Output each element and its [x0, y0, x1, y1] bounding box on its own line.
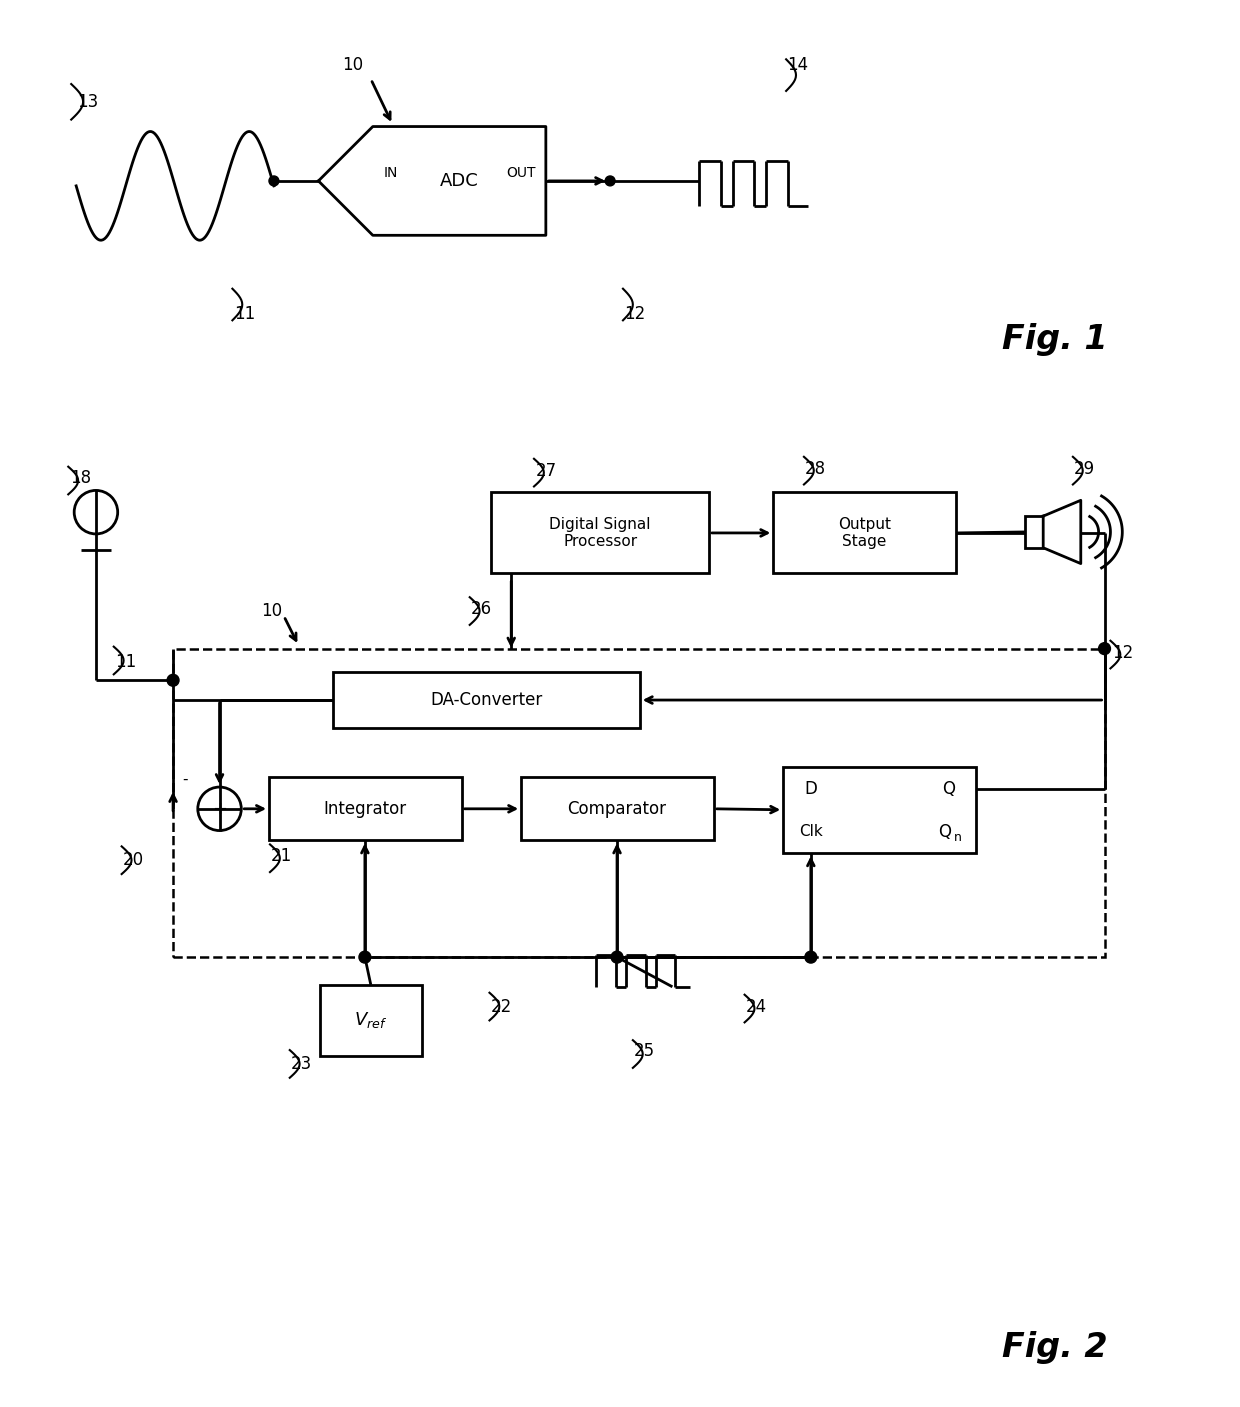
- Text: 12: 12: [1112, 643, 1133, 661]
- Text: 23: 23: [291, 1055, 312, 1074]
- Text: 11: 11: [115, 653, 136, 671]
- Text: ADC: ADC: [439, 172, 479, 190]
- Circle shape: [167, 674, 179, 687]
- Polygon shape: [319, 127, 546, 235]
- Text: 10: 10: [342, 56, 363, 75]
- Text: 25: 25: [634, 1043, 655, 1059]
- Text: Output
Stage: Output Stage: [838, 516, 890, 549]
- Text: 27: 27: [536, 461, 557, 480]
- Text: +: +: [212, 799, 227, 817]
- Text: 10: 10: [262, 602, 283, 620]
- Text: Q: Q: [942, 779, 955, 798]
- Text: 12: 12: [624, 305, 646, 324]
- Text: 20: 20: [123, 851, 144, 870]
- Text: OUT: OUT: [506, 166, 536, 180]
- Text: DA-Converter: DA-Converter: [430, 691, 543, 709]
- Text: Integrator: Integrator: [324, 799, 407, 817]
- Text: Fig. 2: Fig. 2: [1002, 1331, 1107, 1365]
- Bar: [491, 492, 709, 574]
- Text: 26: 26: [471, 599, 492, 618]
- Bar: [774, 492, 956, 574]
- Circle shape: [605, 176, 615, 186]
- Circle shape: [1099, 643, 1111, 654]
- Circle shape: [611, 951, 622, 962]
- Bar: [320, 985, 423, 1057]
- Bar: [269, 777, 461, 840]
- Text: -: -: [182, 771, 187, 787]
- Text: 13: 13: [77, 93, 99, 111]
- Polygon shape: [1043, 501, 1081, 564]
- Text: Digital Signal
Processor: Digital Signal Processor: [549, 516, 651, 549]
- Bar: [521, 777, 714, 840]
- Text: 22: 22: [491, 998, 512, 1016]
- Bar: [174, 649, 1105, 957]
- Bar: [784, 767, 976, 853]
- Text: n: n: [955, 832, 962, 844]
- Text: Comparator: Comparator: [568, 799, 667, 817]
- Text: Fig. 1: Fig. 1: [1002, 322, 1107, 356]
- Circle shape: [805, 951, 817, 962]
- Text: Clk: Clk: [799, 825, 822, 839]
- Bar: [1025, 516, 1043, 547]
- Text: 14: 14: [787, 56, 808, 75]
- Text: 29: 29: [1074, 460, 1095, 477]
- Text: 11: 11: [233, 305, 255, 324]
- Text: 24: 24: [746, 998, 768, 1016]
- Text: 21: 21: [272, 847, 293, 865]
- Text: Q: Q: [937, 823, 951, 840]
- Circle shape: [358, 951, 371, 962]
- Text: 28: 28: [805, 460, 826, 477]
- Bar: [334, 673, 640, 727]
- Text: $V_{ref}$: $V_{ref}$: [355, 1010, 387, 1030]
- Circle shape: [269, 176, 279, 186]
- Text: IN: IN: [383, 166, 398, 180]
- Text: 18: 18: [71, 469, 92, 487]
- Text: D: D: [805, 779, 817, 798]
